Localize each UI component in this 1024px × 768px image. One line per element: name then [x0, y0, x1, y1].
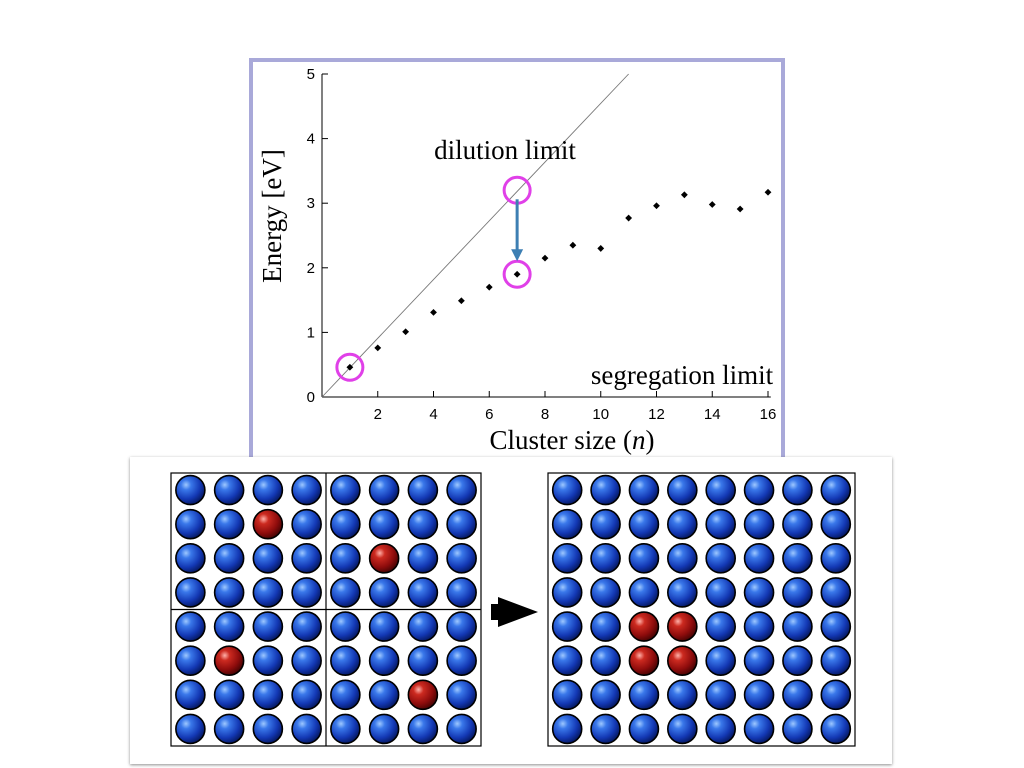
x-tick-label: 14 [704, 406, 721, 423]
data-point [764, 188, 772, 196]
y-tick-label: 1 [307, 324, 315, 341]
energy-drop-arrow-head [511, 249, 524, 262]
dilution-reference-line [321, 73, 629, 398]
y-tick-label: 2 [307, 260, 315, 277]
data-point [569, 241, 577, 249]
data-point [541, 254, 549, 262]
y-tick-label: 3 [307, 195, 315, 212]
data-point [597, 245, 605, 252]
dilution-limit-label: dilution limit [434, 135, 576, 165]
data-point [485, 283, 493, 291]
x-tick-label: 8 [541, 406, 549, 423]
data-point [513, 270, 521, 278]
y-axis-label: Energy [eV] [257, 149, 287, 283]
x-tick-label: 10 [592, 406, 609, 423]
data-point [708, 201, 716, 208]
data-point [457, 297, 465, 305]
x-tick-label: 2 [374, 406, 382, 423]
x-tick-label: 16 [760, 406, 777, 423]
x-axis-label-close: ) [645, 425, 654, 455]
x-tick-label: 12 [648, 406, 665, 423]
x-axis-label-main: Cluster size ( [490, 425, 632, 455]
y-tick-label: 5 [307, 66, 315, 83]
data-point [402, 328, 410, 336]
x-axis-label: Cluster size (n) [490, 425, 655, 455]
lattice-comparison-panel [130, 457, 892, 764]
data-point [625, 214, 633, 222]
energy-chart-frame [249, 58, 785, 468]
data-point [653, 202, 660, 210]
y-tick-label: 0 [307, 389, 315, 406]
data-point [346, 363, 354, 371]
data-point [430, 308, 437, 316]
data-point [680, 191, 688, 199]
y-tick-label: 4 [307, 131, 315, 148]
data-point [374, 344, 382, 352]
data-point [736, 205, 744, 213]
x-tick-label: 4 [429, 406, 437, 423]
highlight-circle [335, 352, 365, 382]
x-axis-label-variable: n [632, 425, 646, 455]
x-tick-label: 6 [485, 406, 493, 423]
segregation-limit-label: segregation limit [591, 360, 774, 390]
